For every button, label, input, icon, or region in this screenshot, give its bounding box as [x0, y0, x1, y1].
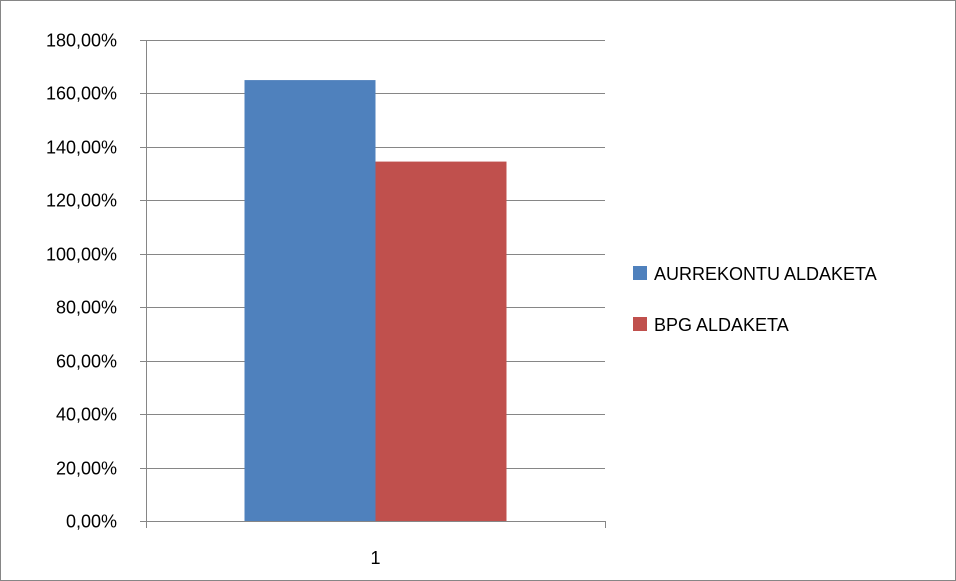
y-tick-label: 0,00% — [66, 512, 117, 532]
bar-bpg-aldaketa — [375, 161, 507, 521]
legend: AURREKONTU ALDAKETA BPG ALDAKETA — [633, 264, 877, 335]
y-tick-labels: 0,00% 20,00% 40,00% 60,00% 80,00% 100,00% 120,… — [46, 31, 117, 532]
y-tick-label: 100,00% — [46, 245, 117, 265]
bar-aurrekontu-aldaketa — [244, 80, 376, 521]
x-tick-label: 1 — [370, 548, 380, 568]
y-tick-label: 40,00% — [56, 405, 117, 425]
y-tick-label: 80,00% — [56, 298, 117, 318]
axes — [140, 40, 606, 528]
y-tick-label: 60,00% — [56, 352, 117, 372]
y-tick-label: 140,00% — [46, 138, 117, 158]
y-tick-label: 160,00% — [46, 84, 117, 104]
legend-swatch — [633, 317, 647, 331]
legend-label: BPG ALDAKETA — [654, 315, 789, 335]
y-tick-label: 20,00% — [56, 459, 117, 479]
y-tick-label: 120,00% — [46, 191, 117, 211]
x-tick-labels: 1 — [370, 548, 380, 568]
legend-label: AURREKONTU ALDAKETA — [654, 264, 877, 284]
legend-swatch — [633, 266, 647, 280]
bars — [244, 80, 507, 521]
y-tick-label: 180,00% — [46, 31, 117, 51]
